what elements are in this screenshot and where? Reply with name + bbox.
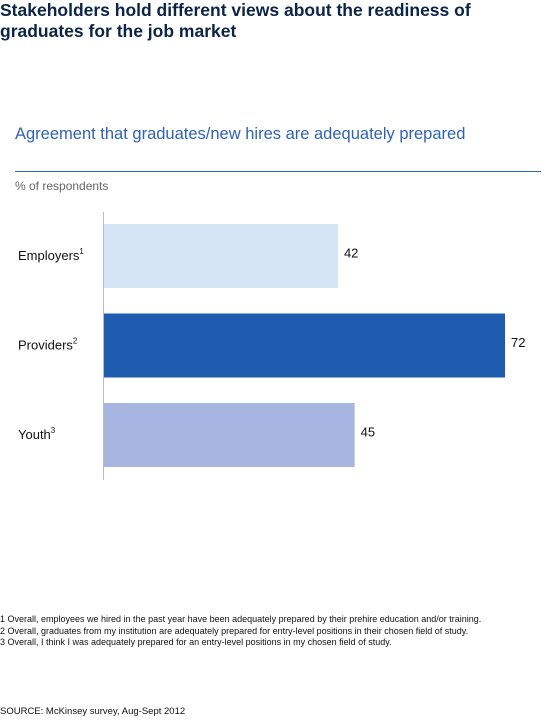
divider: [15, 171, 541, 172]
bar: [104, 403, 355, 467]
bar: [104, 224, 338, 288]
footnotes: 1 Overall, employees we hired in the pas…: [0, 614, 545, 649]
footnote: 3 Overall, I think I was adequately prep…: [0, 637, 392, 647]
category-name: Employers: [18, 248, 80, 263]
footnote-marker: 1: [79, 247, 84, 256]
value-label: 42: [344, 245, 358, 260]
bar: [104, 313, 506, 378]
footnote-marker: 2: [73, 337, 78, 346]
value-label: 72: [511, 335, 525, 350]
category-name: Youth: [18, 427, 51, 442]
category-label: Providers2: [18, 337, 78, 353]
category-label: Employers1: [18, 247, 84, 263]
category-name: Providers: [18, 338, 73, 353]
footnote: 1 Overall, employees we hired in the pas…: [0, 614, 482, 624]
chart-title: Stakeholders hold different views about …: [0, 0, 471, 41]
source: SOURCE: McKinsey survey, Aug-Sept 2012: [0, 706, 186, 717]
footnote: 2 Overall, graduates from my institution…: [0, 625, 469, 636]
chart: 42 Employers1 72 Providers2 45 Youth3: [18, 212, 526, 480]
unit-label: % of respondents: [15, 179, 109, 193]
category-label: Youth3: [18, 426, 56, 442]
chart-subtitle: Agreement that graduates/new hires are a…: [15, 125, 466, 143]
value-label: 45: [361, 424, 375, 439]
footnote-marker: 3: [51, 426, 56, 435]
